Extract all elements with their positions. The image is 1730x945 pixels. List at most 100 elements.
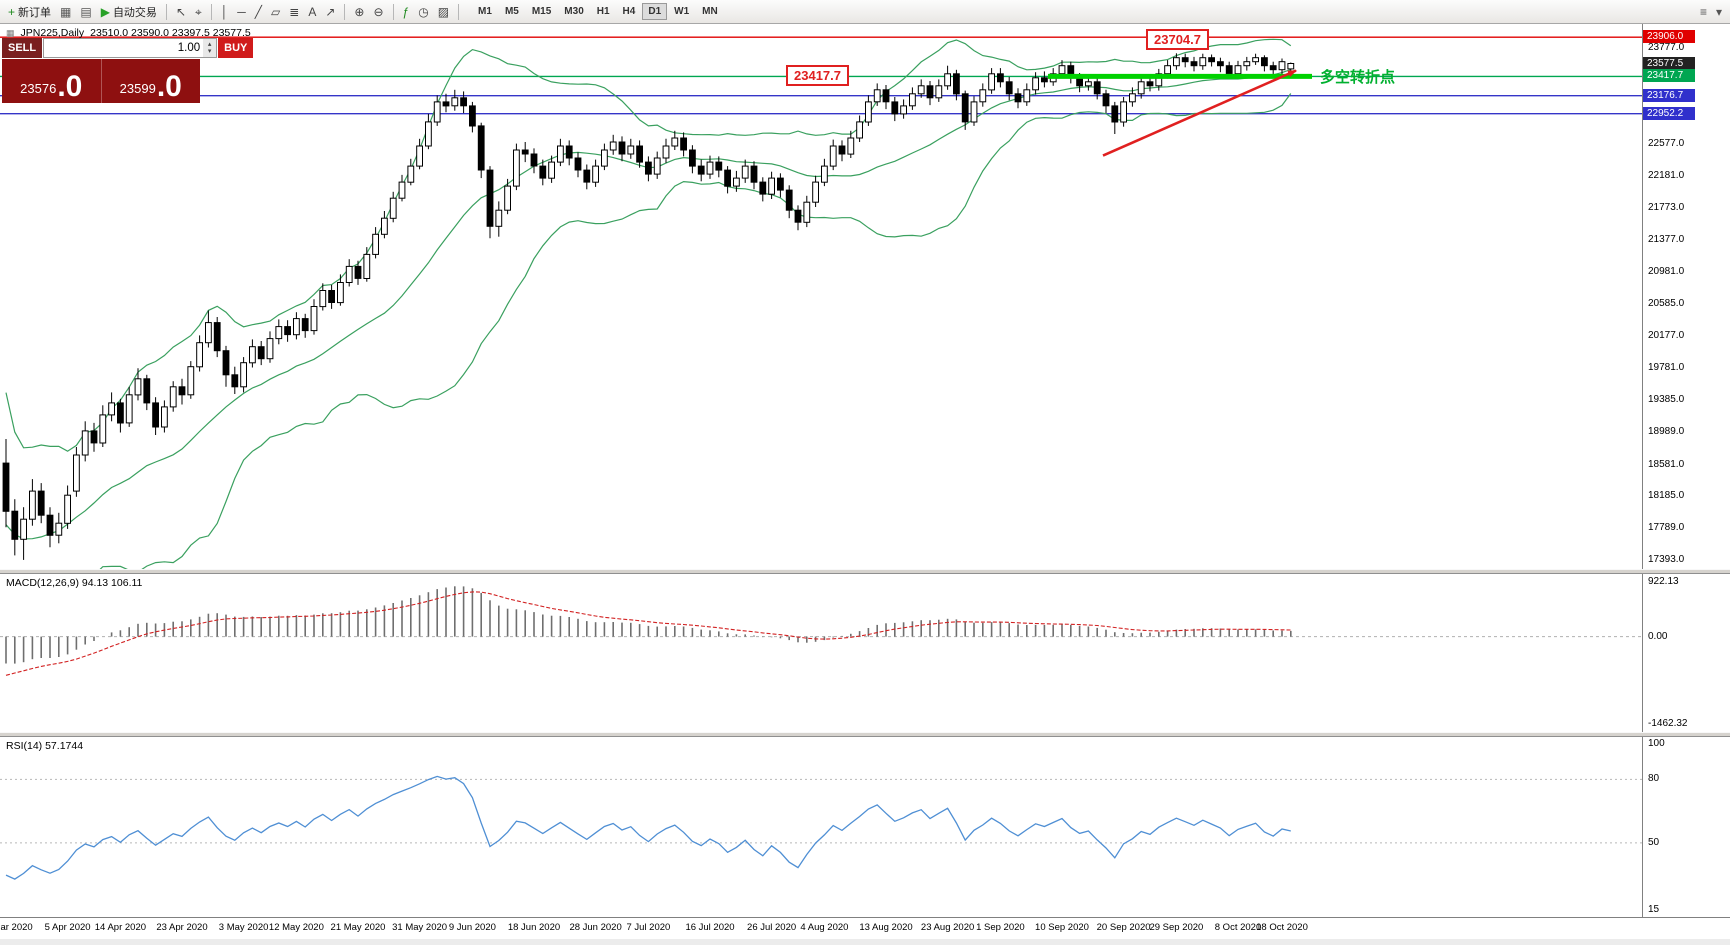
timeframe-toolbar: M1 M5 M15 M30 H1 H4 D1 W1 MN (472, 3, 724, 20)
indicators-list-button[interactable]: ƒ (399, 2, 414, 22)
macd-axis[interactable]: 922.13 0.00 -1462.32 (1642, 574, 1730, 732)
rsi-axis[interactable]: 100 80 50 15 (1642, 737, 1730, 917)
buy-price-button[interactable]: 23599 .0 (100, 59, 200, 103)
support-price-annotation[interactable]: 23417.7 (786, 65, 849, 87)
date-label: 8 Oct 2020 (1214, 922, 1262, 933)
main-chart-panel: 23777.0 22577.0 22181.0 21773.0 21377.0 20981… (0, 24, 1730, 569)
toolbar-separator (165, 3, 167, 20)
more-options-button[interactable]: ▾ (1712, 2, 1726, 22)
date-label: 23 Apr 2020 (156, 922, 208, 933)
date-label: 16 Jul 2020 (685, 922, 735, 933)
axis-tick-label: 17789.0 (1648, 522, 1685, 534)
sell-price-button[interactable]: 23576 .0 (2, 59, 101, 103)
autotrading-icon: ▶ (100, 4, 110, 19)
profiles-button[interactable]: ▤ (76, 2, 95, 22)
cursor-button[interactable]: ↖ (172, 2, 190, 22)
turning-point-label[interactable]: 多空转折点 (1320, 69, 1396, 87)
timeframe-w1-button[interactable]: W1 (668, 3, 695, 20)
sell-button[interactable]: SELL (2, 38, 43, 58)
timeframe-h4-button[interactable]: H4 (617, 3, 642, 20)
date-label: 13 Aug 2020 (859, 922, 913, 933)
timeframe-m5-button[interactable]: M5 (499, 3, 525, 20)
crosshair-icon: ⌖ (195, 4, 202, 19)
axis-tick-label: 18581.0 (1648, 458, 1685, 470)
text-label-button[interactable]: A (304, 2, 320, 22)
equidistant-channel-button[interactable]: ▱ (267, 2, 284, 22)
timeframe-h1-button[interactable]: H1 (591, 3, 616, 20)
date-label: 3 May 2020 (218, 922, 269, 933)
date-label: 1 Sep 2020 (976, 922, 1025, 933)
zoom-in-button[interactable]: ⊕ (350, 2, 368, 22)
more-options-icon: ▾ (1715, 4, 1722, 19)
periods-icon: ◷ (418, 4, 429, 19)
templates-button[interactable]: ▨ (434, 2, 453, 22)
volume-down-icon[interactable]: ▾ (207, 48, 212, 55)
rsi-label: RSI(14) 57.1744 (6, 740, 84, 752)
buy-price-main: 23599 (119, 80, 156, 96)
chart-menu-icon[interactable]: ▦ (6, 27, 15, 38)
rsi-plot[interactable] (0, 737, 1642, 917)
chart-title: ▦ JPN225,Daily 23510.0 23590.0 23397.5 2… (6, 27, 251, 39)
horizontal-line-button[interactable]: ─ (233, 2, 250, 22)
indicators-list-icon: ƒ (402, 4, 410, 19)
date-label: 18 Jun 2020 (507, 922, 561, 933)
axis-tick-label: 20177.0 (1648, 330, 1685, 342)
periods-button[interactable]: ◷ (414, 2, 432, 22)
macd-panel: 922.13 0.00 -1462.32 MACD(12,26,9) 94.13 1… (0, 574, 1730, 732)
price-axis[interactable]: 23777.0 22577.0 22181.0 21773.0 21377.0 20981… (1642, 24, 1730, 569)
axis-tick-label: 22577.0 (1648, 137, 1685, 149)
price-level-label: 22952.2 (1643, 106, 1695, 120)
vertical-line-button[interactable]: │ (217, 2, 233, 22)
timeframe-d1-button[interactable]: D1 (642, 3, 668, 20)
volume-up-icon[interactable]: ▴ (207, 41, 212, 48)
timeframe-mn-button[interactable]: MN (696, 3, 724, 20)
equidistant-channel-icon: ▱ (271, 4, 281, 19)
trendline-button[interactable]: ╱ (251, 2, 266, 22)
volume-stepper[interactable]: ▴ ▾ (203, 39, 217, 57)
panel-splitter[interactable] (0, 732, 1730, 737)
date-label: 14 Apr 2020 (94, 922, 147, 933)
price-level-label: 23577.5 (1643, 56, 1695, 70)
timeframe-m1-button[interactable]: M1 (472, 3, 498, 20)
arrows-tool-button[interactable]: ↗ (321, 2, 339, 22)
volume-field: ▴ ▾ (43, 38, 218, 58)
macd-plot[interactable] (0, 574, 1642, 732)
main-chart-plot[interactable] (0, 24, 1642, 569)
axis-tick-label: 17393.0 (1648, 553, 1685, 565)
new-order-button[interactable]: + 新订单 (4, 2, 55, 22)
axis-tick-label: 20585.0 (1648, 297, 1685, 309)
price-level-label: 23176.7 (1643, 88, 1695, 102)
toolbar-separator (344, 3, 346, 20)
panel-splitter[interactable] (0, 569, 1730, 574)
arrows-tool-icon: ↗ (325, 4, 336, 19)
charts-grid-button[interactable]: ▦ (56, 2, 75, 22)
buy-button[interactable]: BUY (218, 38, 254, 58)
axis-tick-label: 22181.0 (1648, 169, 1685, 181)
one-click-trading-panel: SELL ▴ ▾ BUY 23576 .0 23599 .0 (2, 38, 254, 103)
trade-panel-prices: 23576 .0 23599 .0 (2, 59, 200, 103)
date-label: 28 Jun 2020 (569, 922, 622, 933)
date-label: 18 Oct 2020 (1256, 922, 1308, 933)
axis-tick-label: 0.00 (1648, 630, 1668, 642)
axis-tick-label: -1462.32 (1648, 717, 1688, 729)
toolbars-menu-button[interactable]: ≡ (1696, 2, 1711, 22)
sell-price-pips: .0 (57, 69, 83, 103)
date-label: 20 Sep 2020 (1096, 922, 1151, 933)
date-label: 23 Aug 2020 (920, 922, 975, 933)
axis-tick-label: 15 (1648, 904, 1660, 915)
fibonacci-retracement-button[interactable]: ≣ (285, 2, 303, 22)
autotrading-label: 自动交易 (112, 6, 157, 19)
volume-input[interactable] (44, 39, 204, 57)
resistance-price-annotation[interactable]: 23704.7 (1146, 29, 1209, 51)
price-level-label: 23906.0 (1643, 30, 1695, 44)
timeframe-m30-button[interactable]: M30 (558, 3, 589, 20)
crosshair-button[interactable]: ⌖ (191, 2, 206, 22)
new-order-icon: + (8, 4, 16, 19)
charts-grid-icon: ▦ (60, 4, 72, 19)
autotrading-button[interactable]: ▶ 自动交易 (97, 2, 161, 22)
zoom-out-button[interactable]: ⊖ (369, 2, 387, 22)
axis-tick-label: 922.13 (1648, 575, 1679, 587)
timeframe-m15-button[interactable]: M15 (526, 3, 557, 20)
